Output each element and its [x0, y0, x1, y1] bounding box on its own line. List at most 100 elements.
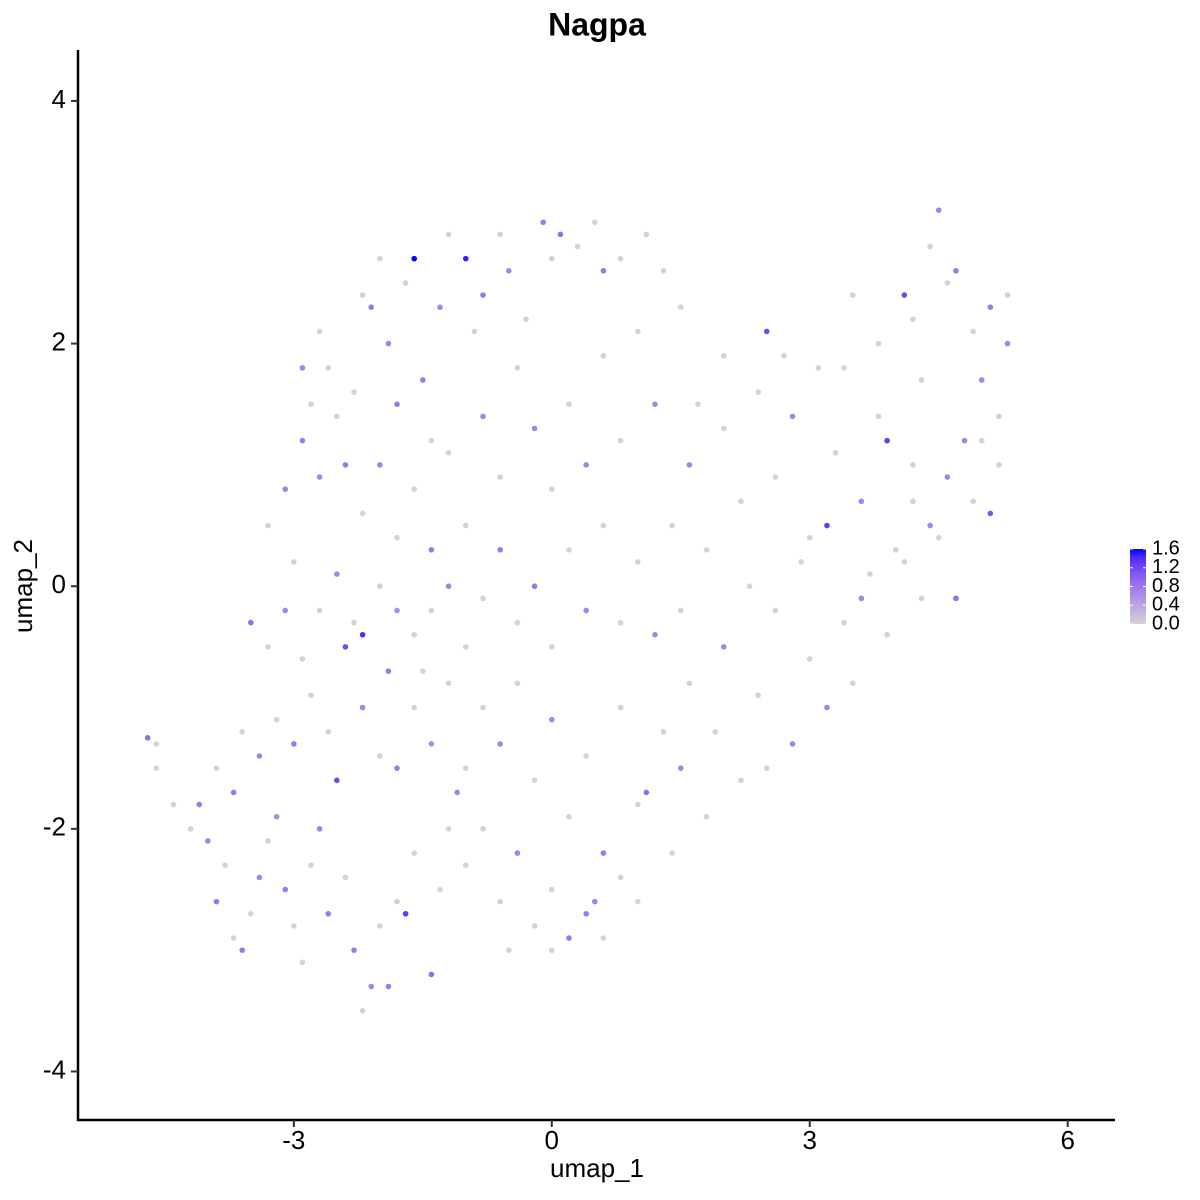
point: [480, 413, 486, 420]
point: [428, 437, 435, 444]
point: [291, 923, 297, 929]
colorbar-tick-label: 1.6: [1152, 537, 1180, 559]
colorbar-tick-label: 0.0: [1152, 612, 1180, 634]
point: [411, 255, 418, 262]
point: [265, 838, 271, 844]
point: [712, 728, 718, 735]
point: [463, 255, 469, 262]
point: [763, 765, 770, 771]
point: [772, 474, 779, 480]
point: [299, 959, 306, 966]
point: [652, 401, 658, 408]
point: [858, 498, 865, 505]
y-tick-label: 0: [52, 569, 66, 599]
point: [600, 935, 607, 941]
point: [755, 389, 761, 395]
point: [144, 735, 151, 741]
point: [548, 255, 555, 262]
point: [265, 644, 271, 650]
point: [824, 704, 830, 711]
point: [867, 571, 873, 577]
point: [978, 377, 985, 383]
point: [746, 583, 753, 590]
point: [566, 401, 572, 408]
point: [359, 292, 366, 298]
point: [634, 801, 641, 808]
point: [669, 850, 675, 856]
point: [944, 280, 951, 286]
point: [342, 462, 349, 468]
point: [763, 328, 770, 335]
point: [359, 1008, 366, 1014]
point: [892, 547, 899, 553]
point: [325, 728, 332, 735]
point: [222, 862, 228, 869]
point: [617, 704, 624, 711]
point: [402, 280, 409, 286]
point: [273, 813, 280, 820]
point: [738, 777, 744, 784]
point: [617, 437, 624, 444]
point: [910, 498, 916, 505]
point: [359, 631, 366, 638]
point: [738, 498, 744, 505]
point: [566, 935, 572, 941]
y-axis-title: umap_2: [8, 539, 38, 633]
point: [686, 680, 693, 687]
colorbar-tick-label: 0.4: [1152, 594, 1180, 616]
point: [566, 547, 572, 553]
point: [600, 267, 607, 274]
point: [256, 874, 263, 881]
point: [368, 304, 375, 310]
point: [342, 644, 349, 650]
y-tick-label: 4: [52, 84, 66, 114]
point: [308, 692, 314, 699]
point: [437, 886, 443, 893]
point: [660, 728, 667, 735]
point: [334, 413, 340, 420]
point: [935, 207, 942, 213]
point: [394, 534, 400, 541]
point: [239, 947, 246, 953]
point: [463, 522, 469, 529]
point: [325, 365, 332, 371]
point: [677, 607, 684, 614]
point: [970, 328, 976, 335]
point: [385, 340, 392, 347]
point: [996, 413, 1002, 420]
point: [411, 631, 418, 638]
point: [359, 510, 366, 517]
x-tick-label: 6: [1060, 1125, 1074, 1155]
point: [480, 704, 486, 711]
point: [996, 462, 1002, 468]
point: [849, 292, 856, 298]
point: [703, 813, 710, 820]
point: [927, 243, 933, 250]
point: [342, 874, 349, 881]
point: [841, 365, 847, 371]
point: [548, 716, 555, 723]
point: [282, 607, 289, 614]
point: [935, 534, 942, 541]
point: [669, 522, 675, 529]
point: [944, 474, 951, 480]
point: [394, 765, 400, 771]
point: [901, 559, 908, 565]
point: [497, 474, 503, 480]
point: [394, 607, 400, 614]
point: [377, 462, 383, 468]
point: [299, 656, 306, 662]
point: [463, 765, 469, 771]
point: [884, 631, 890, 638]
point: [316, 607, 323, 614]
point: [454, 789, 461, 796]
point: [523, 316, 529, 323]
point: [463, 644, 469, 650]
point: [884, 437, 890, 444]
point: [402, 910, 409, 917]
point: [153, 741, 160, 747]
point: [514, 680, 521, 687]
point: [548, 886, 555, 893]
point: [428, 547, 435, 553]
point: [153, 765, 160, 771]
